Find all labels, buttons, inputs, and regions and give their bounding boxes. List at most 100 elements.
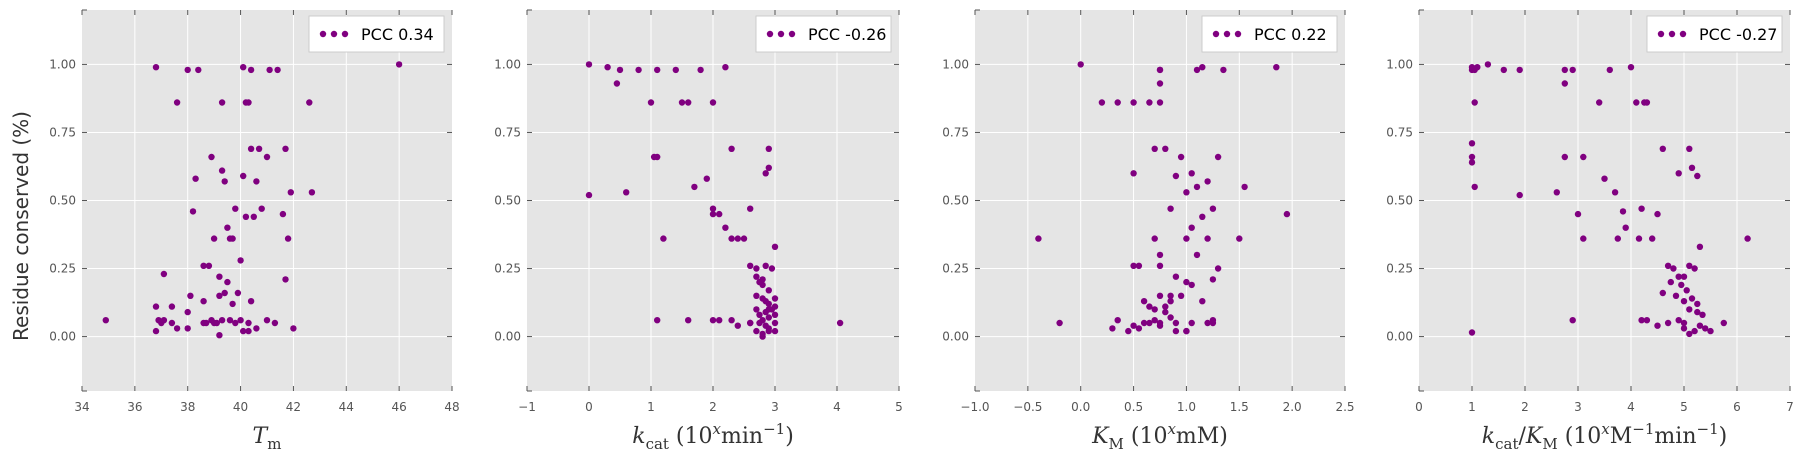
x-tick-label: 40 bbox=[233, 400, 248, 414]
data-point bbox=[623, 189, 630, 196]
data-point bbox=[226, 317, 234, 324]
y-tick-label: 0.75 bbox=[1386, 125, 1413, 139]
data-point bbox=[210, 319, 218, 327]
data-point bbox=[1569, 66, 1576, 74]
data-point bbox=[205, 262, 213, 269]
data-point bbox=[1574, 210, 1582, 218]
data-point bbox=[1516, 191, 1523, 199]
subplots: 34 36 38 40 42 44 46 480.000.250.500.751.00PCC … bbox=[49, 9, 1794, 453]
x-tick-label: −0.5 bbox=[1013, 400, 1042, 414]
data-point bbox=[1667, 278, 1675, 286]
data-point bbox=[1204, 235, 1211, 242]
data-point bbox=[1209, 317, 1217, 324]
x-tick-label: 48 bbox=[444, 400, 459, 414]
data-point bbox=[1183, 278, 1190, 286]
data-point bbox=[1125, 327, 1132, 335]
data-point bbox=[1670, 265, 1677, 272]
data-point bbox=[1720, 319, 1728, 327]
data-point bbox=[654, 66, 661, 74]
data-point bbox=[234, 289, 242, 297]
data-point bbox=[152, 327, 160, 335]
data-point bbox=[1659, 145, 1667, 152]
data-point bbox=[1273, 63, 1280, 71]
data-point bbox=[1694, 308, 1701, 316]
x-tick-label: 0 bbox=[1415, 400, 1423, 414]
data-point bbox=[762, 262, 769, 269]
data-point bbox=[210, 235, 218, 242]
data-point bbox=[1664, 262, 1672, 269]
data-point bbox=[771, 303, 779, 310]
data-point bbox=[1188, 281, 1195, 289]
data-point bbox=[691, 183, 698, 191]
x-tick-label: 7 bbox=[1786, 400, 1794, 414]
scatter-series bbox=[102, 61, 403, 339]
data-point bbox=[1156, 251, 1164, 259]
x-tick-label: 5 bbox=[895, 400, 903, 414]
legend-marker bbox=[330, 30, 338, 38]
legend: PCC -0.27 bbox=[1646, 15, 1783, 53]
data-point bbox=[1241, 183, 1248, 191]
data-point bbox=[613, 80, 621, 87]
x-tick-label: 2 bbox=[709, 400, 717, 414]
data-point bbox=[1471, 183, 1478, 191]
x-tick-label: 2 bbox=[1521, 400, 1529, 414]
data-point bbox=[1188, 170, 1195, 177]
data-point bbox=[585, 61, 593, 68]
data-point bbox=[1156, 322, 1164, 329]
legend-marker bbox=[766, 30, 774, 38]
data-point bbox=[1167, 292, 1174, 299]
legend-marker bbox=[1223, 30, 1231, 38]
data-point bbox=[1686, 330, 1693, 338]
data-point bbox=[1146, 319, 1153, 327]
data-point bbox=[1596, 99, 1603, 106]
x-tick-label: 3 bbox=[771, 400, 779, 414]
data-point bbox=[768, 265, 776, 272]
data-point bbox=[759, 317, 766, 324]
legend-marker bbox=[1668, 30, 1676, 38]
data-point bbox=[1188, 224, 1195, 231]
data-point bbox=[1140, 298, 1148, 305]
subplot-2: −1 0 1 2 3 4 5 0.00 0.25 0.50 0.75 1.00 PCC -0.26 kca… bbox=[494, 9, 903, 453]
data-point bbox=[740, 235, 748, 242]
data-point bbox=[1167, 314, 1174, 321]
data-point bbox=[703, 175, 710, 182]
scatter-series bbox=[1468, 61, 1751, 338]
x-tick-label: 44 bbox=[339, 400, 354, 414]
legend-label: PCC 0.34 bbox=[361, 25, 434, 44]
data-point bbox=[697, 66, 704, 74]
data-point bbox=[1283, 210, 1291, 218]
data-point bbox=[585, 191, 593, 199]
data-point bbox=[771, 319, 779, 327]
data-point bbox=[1638, 205, 1645, 212]
data-point bbox=[728, 235, 735, 242]
y-tick-label: 0.25 bbox=[49, 262, 76, 276]
data-point bbox=[1077, 61, 1084, 68]
x-tick-label: 4 bbox=[833, 400, 841, 414]
data-point bbox=[282, 145, 289, 152]
data-point bbox=[247, 66, 255, 74]
data-point bbox=[654, 317, 661, 324]
data-point bbox=[722, 224, 729, 231]
legend-marker bbox=[319, 30, 327, 38]
data-point bbox=[284, 235, 292, 242]
data-point bbox=[1580, 153, 1587, 161]
data-point bbox=[184, 325, 191, 332]
legend-label: PCC -0.26 bbox=[808, 25, 886, 44]
data-point bbox=[1162, 303, 1169, 310]
data-point bbox=[1214, 265, 1222, 272]
data-point bbox=[1183, 235, 1190, 242]
data-point bbox=[1569, 317, 1576, 324]
data-point bbox=[168, 319, 176, 327]
data-point bbox=[1056, 319, 1063, 327]
data-point bbox=[184, 308, 191, 316]
data-point bbox=[224, 224, 231, 231]
legend-box bbox=[755, 15, 892, 53]
data-point bbox=[245, 319, 252, 327]
data-point bbox=[1156, 262, 1164, 269]
data-point bbox=[1474, 63, 1481, 71]
data-point bbox=[1627, 63, 1635, 71]
data-point bbox=[1484, 61, 1492, 68]
data-point bbox=[245, 327, 252, 335]
y-tick-label: 0.00 bbox=[49, 330, 76, 344]
data-point bbox=[753, 327, 760, 335]
